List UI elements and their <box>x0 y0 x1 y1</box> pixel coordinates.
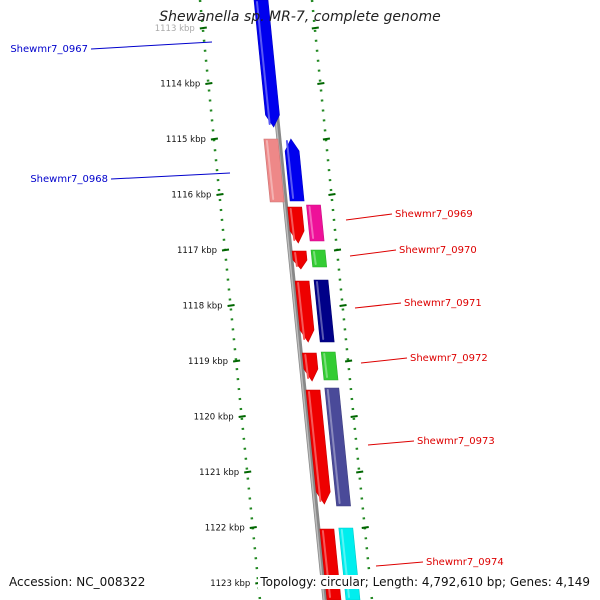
gene-label-leader <box>90 41 213 50</box>
scale-tick-label: 1115 kbp <box>166 135 206 145</box>
scale-tick-label: 1121 kbp <box>199 468 239 478</box>
gene-label-leader <box>345 213 393 221</box>
scale-tick <box>322 137 331 141</box>
gene-label: Shewmr7_0971 <box>404 298 482 309</box>
gene-label-leader <box>354 302 402 309</box>
scale-tick <box>238 415 246 418</box>
genome-summary: Topology: circular; Length: 4,792,610 bp… <box>258 575 590 589</box>
gene-label-leader <box>375 561 424 567</box>
gene-label: Shewmr7_0974 <box>426 557 504 568</box>
gene-label: Shewmr7_0973 <box>417 436 495 447</box>
scale-tick <box>339 304 347 307</box>
scale-tick-label: 1117 kbp <box>177 246 217 256</box>
scale-tick <box>344 359 353 363</box>
scale-tick-label: 1119 kbp <box>188 357 228 367</box>
gene-arrow-highlight <box>308 206 315 239</box>
gene-arrow-highlight <box>304 354 310 379</box>
scale-tick <box>221 248 230 252</box>
scale-tick <box>205 82 213 85</box>
scale-tick-label: 1118 kbp <box>182 302 222 312</box>
scale-tick <box>216 193 224 196</box>
scale-tick <box>356 470 364 474</box>
gene-arrow-highlight <box>294 252 298 267</box>
scale-tick <box>199 26 207 30</box>
left-guide-line <box>198 0 262 600</box>
gene-label: Shewmr7_0967 <box>10 44 88 55</box>
gene-arrow <box>284 138 305 202</box>
gene-arrow-highlight <box>256 1 271 125</box>
scale-tick <box>210 137 219 141</box>
scale-tick-label: 1114 kbp <box>160 80 200 90</box>
gene-label-leader <box>110 172 231 180</box>
scale-tick-label: 1123 kbp <box>210 579 250 589</box>
gene-label: Shewmr7_0969 <box>395 209 473 220</box>
gene-arrow-highlight <box>323 353 328 378</box>
gene-arrow-highlight <box>289 208 296 241</box>
scale-tick <box>249 526 257 529</box>
scale-tick <box>350 415 358 418</box>
gene-label: Shewmr7_0972 <box>410 353 488 364</box>
scale-tick-label: 1120 kbp <box>194 413 234 423</box>
scale-tick <box>244 470 252 474</box>
gene-label-leader <box>360 357 408 364</box>
gene-label: Shewmr7_0968 <box>30 174 108 185</box>
gene-label: Shewmr7_0970 <box>399 245 477 256</box>
scale-tick <box>328 193 336 196</box>
gene-label-leader <box>349 249 397 257</box>
gene-arrow-highlight <box>308 391 322 502</box>
gene-arrow-highlight <box>297 282 306 340</box>
gene-label-leader <box>367 440 415 446</box>
gene-arrow-highlight <box>313 251 317 265</box>
gene-arrow-highlight <box>285 140 295 199</box>
scale-tick <box>311 26 319 30</box>
scale-tick-label: 1122 kbp <box>205 524 245 534</box>
scale-tick-label: 1116 kbp <box>171 191 211 201</box>
map-title: Shewanella sp. MR-7, complete genome <box>159 9 441 25</box>
scale-tick <box>361 526 369 529</box>
scale-tick <box>232 359 241 363</box>
scale-tick <box>333 248 342 252</box>
scale-tick <box>317 82 325 85</box>
accession-label: Accession: NC_008322 <box>9 575 146 589</box>
right-guide-line <box>310 0 374 600</box>
gene-arrow-highlight <box>265 140 275 200</box>
scale-tick-label: 1113 kbp <box>155 24 195 34</box>
gene-arrow-highlight <box>326 389 341 504</box>
gene-arrow-highlight <box>316 281 325 340</box>
scale-tick <box>227 304 235 307</box>
